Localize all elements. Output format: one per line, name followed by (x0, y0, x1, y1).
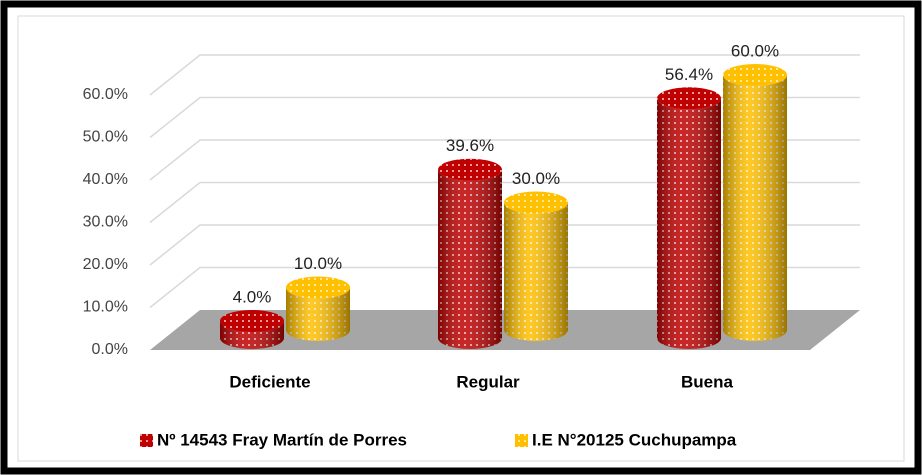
cylinder-shade (504, 202, 568, 341)
x-tick-label: Deficiente (229, 372, 310, 391)
legend-label: I.E N°20125 Cuchupampa (532, 430, 737, 449)
cylinder-top-texture (220, 310, 284, 332)
y-tick-label: 10.0% (83, 299, 128, 316)
cylinder-shade (286, 287, 350, 341)
grid-line (149, 266, 860, 309)
legend-label: Nº 14543 Fray Martín de Porres (157, 430, 407, 449)
y-tick-label: 50.0% (83, 129, 128, 146)
cylinder-top-texture (657, 87, 721, 110)
y-tick-label: 60.0% (83, 86, 128, 103)
value-label: 30.0% (512, 169, 560, 188)
grid-line (149, 181, 860, 224)
grid-line (149, 96, 860, 139)
cylinder-top-texture (438, 158, 502, 181)
x-tick-label: Regular (456, 372, 520, 391)
cylinder-shade (438, 169, 502, 349)
plot-frame (17, 15, 905, 462)
legend-swatch-texture (140, 434, 153, 447)
grid-line (149, 139, 860, 181)
value-label: 4.0% (233, 287, 272, 306)
value-label: 56.4% (665, 65, 713, 84)
cylinder-top-texture (723, 64, 787, 86)
grid-line (149, 54, 860, 96)
cylinder-top-texture (504, 191, 568, 214)
x-tick-label: Buena (681, 372, 734, 391)
legend-swatch-texture (515, 434, 528, 447)
value-label: 39.6% (446, 136, 494, 155)
y-tick-label: 0.0% (92, 341, 128, 358)
value-label: 10.0% (294, 254, 342, 273)
cylinder-shade (657, 98, 721, 349)
y-tick-label: 20.0% (83, 256, 128, 273)
y-tick-label: 30.0% (83, 214, 128, 231)
cylinder-top-texture (286, 276, 350, 299)
cylinder-shade (220, 321, 284, 349)
grid-line (149, 224, 860, 266)
cylinder-shade (723, 75, 787, 341)
y-tick-label: 40.0% (83, 171, 128, 188)
value-label: 60.0% (731, 41, 779, 60)
